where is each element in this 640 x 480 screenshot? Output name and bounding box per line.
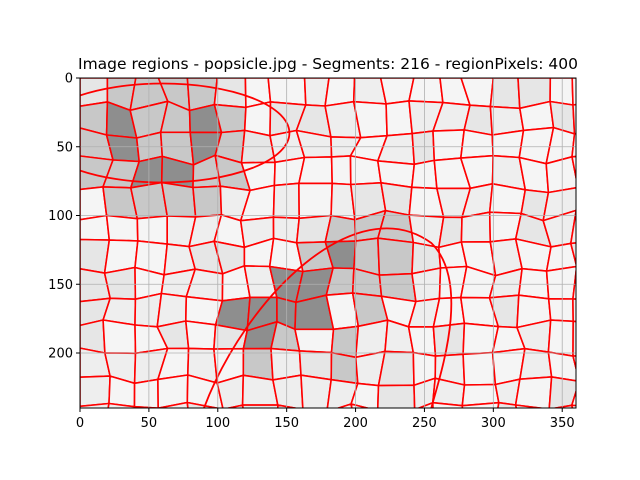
region-cell — [378, 410, 415, 436]
x-tick-label: 250 — [412, 416, 437, 431]
region-cell — [572, 103, 576, 135]
region-cell — [572, 266, 576, 300]
popsicle-top-boundary — [80, 82, 291, 184]
grid-lines — [80, 78, 576, 408]
region-cell — [545, 265, 576, 300]
region-cell — [551, 404, 574, 408]
region-cell — [136, 215, 168, 245]
region-cell — [547, 319, 574, 357]
y-tick-label: 150 — [48, 278, 73, 293]
region-cell — [185, 320, 217, 350]
region-cell — [411, 267, 442, 303]
popsicle-stick-boundary — [203, 227, 453, 408]
axes-frame — [79, 77, 577, 409]
region-cell — [157, 401, 189, 408]
region-cell — [571, 78, 576, 106]
y-tick-label: 100 — [48, 209, 73, 224]
region-cell — [105, 214, 139, 242]
region-cell — [571, 155, 576, 182]
y-tick-label: 0 — [65, 72, 73, 87]
region-cell — [460, 129, 494, 159]
region-cell — [80, 375, 111, 408]
x-tick-label: 200 — [343, 416, 368, 431]
y-tick-label: 200 — [48, 347, 73, 362]
region-cell — [547, 298, 574, 323]
region-cell — [411, 130, 436, 166]
region-cell — [571, 133, 576, 158]
y-axis: 0 50 100 150 200 — [48, 72, 80, 362]
region-cell — [571, 389, 576, 407]
region-cell — [298, 182, 333, 220]
region-cell — [80, 186, 108, 221]
chart-title: Image regions - popsicle.jpg - Segments:… — [78, 55, 578, 73]
region-cell — [460, 211, 492, 243]
region-cell — [377, 350, 415, 387]
region-cell — [102, 319, 137, 355]
region-cell — [408, 78, 444, 104]
region-cell — [491, 129, 525, 159]
x-tick-label: 50 — [141, 416, 158, 431]
x-tick-label: 100 — [205, 416, 230, 431]
region-cell — [514, 376, 553, 408]
region-cell — [549, 78, 574, 106]
region-cell — [571, 404, 576, 408]
x-axis: 0 50 100 150 200 250 300 350 — [76, 408, 575, 431]
region-cell — [432, 296, 466, 328]
region-cell — [241, 404, 279, 408]
region-cell — [514, 404, 547, 408]
region-cell — [416, 401, 434, 408]
region-cell — [407, 326, 437, 357]
region-cell — [298, 156, 333, 185]
region-cell — [192, 185, 223, 218]
region-cell — [298, 410, 332, 436]
region-cell — [133, 378, 159, 408]
region-cell — [330, 351, 359, 385]
region-cell — [349, 155, 382, 186]
region-cell — [462, 351, 497, 386]
region-cell — [103, 266, 137, 300]
region-cell — [488, 183, 527, 215]
region-cell — [432, 129, 465, 162]
region-cell — [294, 328, 335, 354]
region-cell — [186, 401, 221, 408]
region-cell — [572, 355, 576, 372]
segmented-image-regions — [80, 78, 576, 436]
region-cell — [324, 214, 357, 243]
region-cell — [300, 374, 332, 408]
x-tick-label: 0 — [76, 416, 84, 431]
region-cell — [80, 214, 111, 241]
region-cell — [572, 298, 576, 323]
region-cell — [277, 404, 299, 408]
x-tick-label: 300 — [481, 416, 506, 431]
region-cell — [330, 155, 352, 186]
region-cell — [160, 181, 197, 218]
region-cell — [572, 320, 576, 357]
region-cell — [272, 374, 304, 408]
region-cell — [570, 242, 576, 267]
region-cell — [432, 401, 464, 408]
region-cell — [570, 209, 576, 245]
region-cell — [461, 401, 500, 408]
region-cell — [545, 156, 576, 194]
region-cell — [350, 403, 371, 408]
region-cell — [545, 242, 576, 272]
region-cell — [385, 100, 413, 137]
region-cell — [80, 402, 110, 408]
y-tick-label: 50 — [56, 140, 73, 155]
region-cell — [575, 202, 576, 212]
region-cell — [350, 382, 380, 408]
region-cell — [497, 401, 518, 408]
region-cell — [336, 403, 353, 408]
plot-area — [80, 78, 576, 436]
region-cell — [518, 267, 550, 300]
x-tick-label: 150 — [274, 416, 299, 431]
region-cell — [377, 237, 415, 276]
region-cell — [225, 404, 244, 408]
region-cell — [489, 78, 521, 110]
region-cell — [376, 384, 416, 408]
region-cell — [107, 402, 136, 408]
region-cell — [213, 78, 247, 109]
x-tick-label: 350 — [550, 416, 575, 431]
